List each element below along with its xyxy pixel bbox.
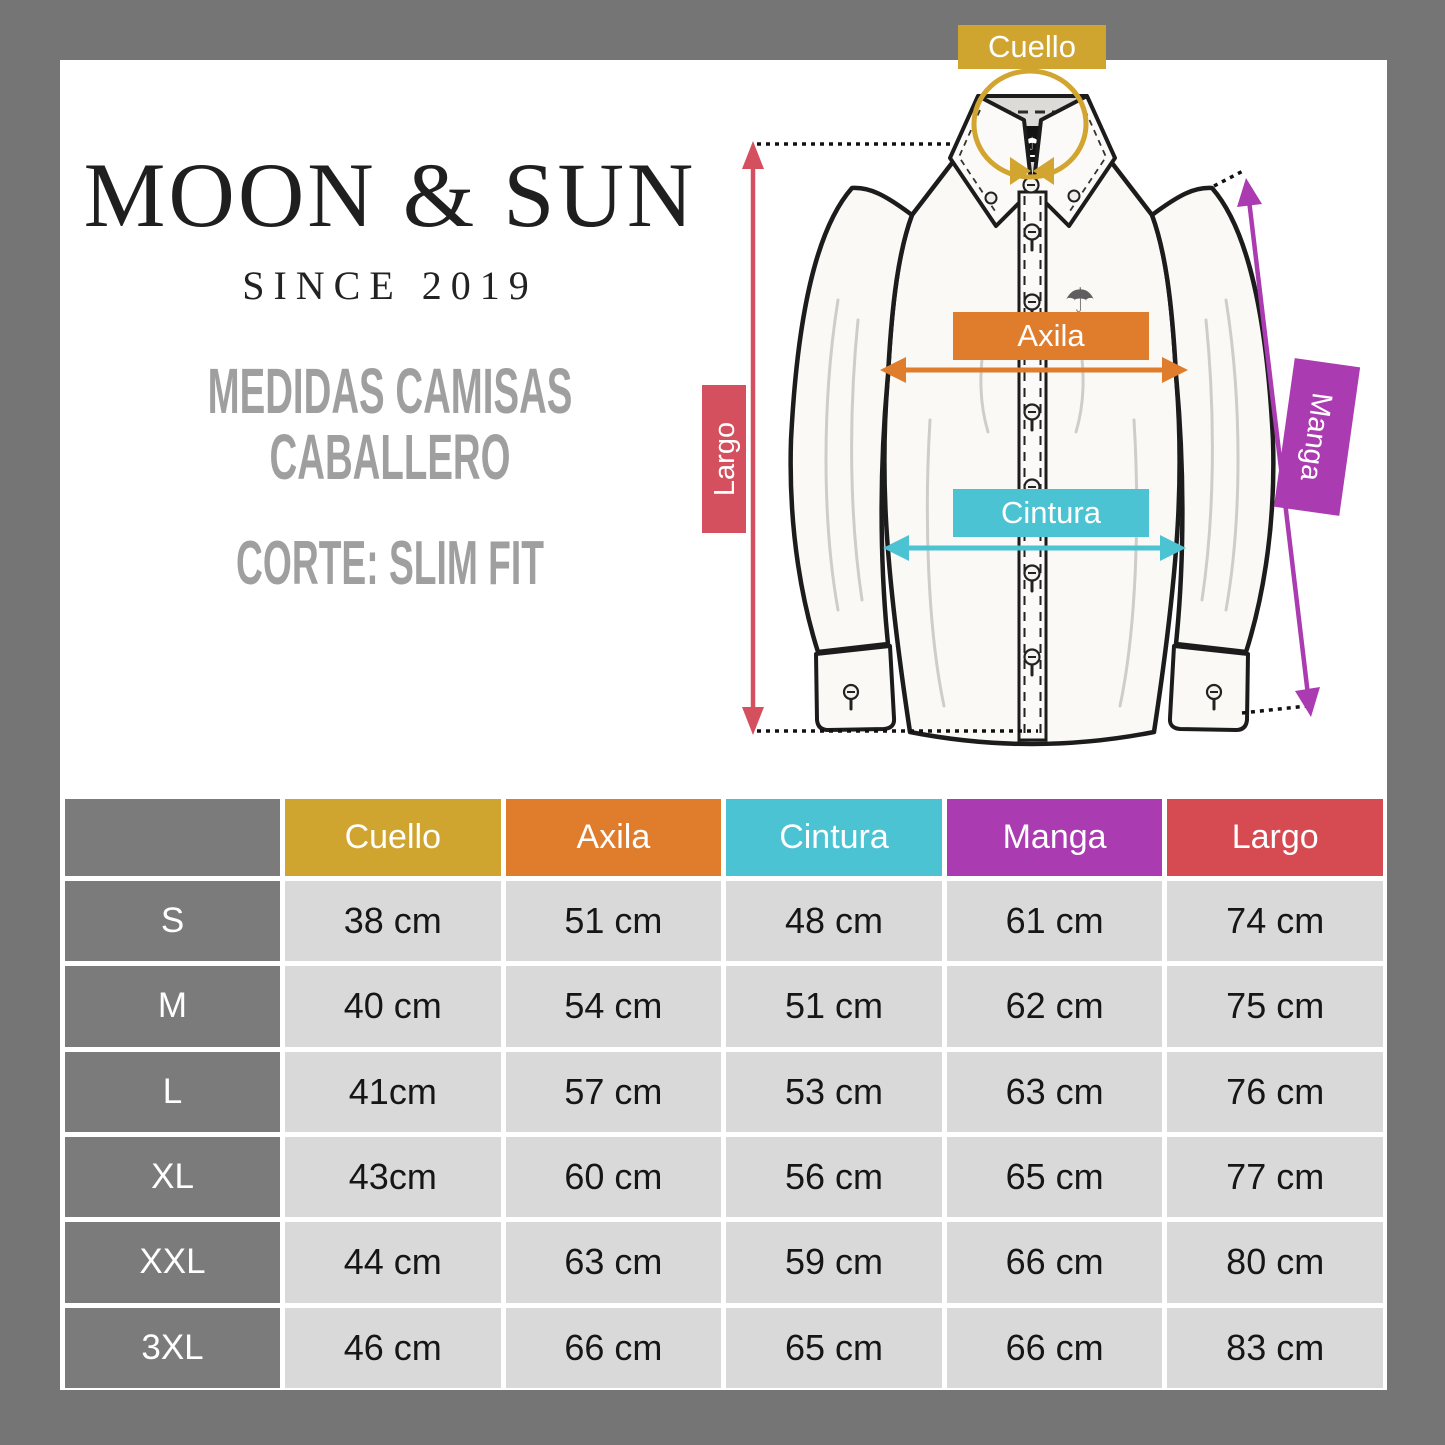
axila-annotation: Axila [880,312,1188,383]
value-cell: 38 cm [285,881,501,962]
cintura-annotation: Cintura [883,489,1186,561]
value-cell: 57 cm [505,1051,722,1132]
row-header-xl: XL [65,1137,280,1218]
value-cell: 61 cm [946,881,1163,962]
size-table: Cuello Axila Cintura Manga Largo S 38 cm… [65,799,1383,1388]
value-cell: 54 cm [505,966,722,1047]
value-cell: 51 cm [505,881,722,962]
cintura-label: Cintura [1001,495,1102,530]
value-cell: 60 cm [505,1137,722,1218]
col-header-axila: Axila [505,799,722,876]
value-cell: 66 cm [505,1307,722,1388]
fit-subtitle-line: CORTE: SLIM FIT [236,529,544,598]
shirt-diagram: ☂ [702,25,1361,747]
value-cell: 41cm [285,1051,501,1132]
value-cell: 44 cm [285,1222,501,1303]
value-cell: 65 cm [946,1137,1163,1218]
value-cell: 80 cm [1167,1222,1383,1303]
value-cell: 59 cm [726,1222,942,1303]
value-cell: 46 cm [285,1307,501,1388]
page-title-line1: MEDIDAS CAMISAS [207,355,573,427]
value-cell: 63 cm [946,1051,1163,1132]
cuello-label-box [958,25,1106,69]
cuello-annotation: Cuello [958,25,1106,185]
value-cell: 74 cm [1167,881,1383,962]
value-cell: 56 cm [726,1137,942,1218]
col-header-largo: Largo [1167,799,1383,876]
value-cell: 66 cm [946,1222,1163,1303]
col-header-cintura: Cintura [726,799,942,876]
row-header-s: S [65,881,280,962]
row-header-l: L [65,1051,280,1132]
row-header-m: M [65,966,280,1047]
row-header-3xl: 3XL [65,1307,280,1388]
value-cell: 77 cm [1167,1137,1383,1218]
brand-logo: MOON & SUN [83,144,697,246]
value-cell: 43cm [285,1137,501,1218]
axila-label-box [953,312,1149,360]
cuello-label: Cuello [988,29,1076,64]
cintura-label-box [953,489,1149,537]
largo-annotation: Largo [702,141,1038,735]
row-header-xxl: XXL [65,1222,280,1303]
page-title-line2: CABALLERO [269,421,511,493]
value-cell: 66 cm [946,1307,1163,1388]
value-cell: 51 cm [726,966,942,1047]
axila-label: Axila [1017,318,1085,353]
value-cell: 40 cm [285,966,501,1047]
brand-since: SINCE 2019 [242,263,538,308]
value-cell: 75 cm [1167,966,1383,1047]
fit-subtitle: CORTE: SLIM FIT [70,532,710,596]
manga-label-box [1273,358,1361,516]
largo-label-box [702,385,746,533]
value-cell: 63 cm [505,1222,722,1303]
largo-label: Largo [709,422,741,496]
table-corner-cell [65,799,280,876]
col-header-cuello: Cuello [285,799,501,876]
col-header-manga: Manga [946,799,1163,876]
value-cell: 76 cm [1167,1051,1383,1132]
value-cell: 62 cm [946,966,1163,1047]
placket: ☂ [842,176,1223,742]
fabric-shading [824,298,1240,708]
value-cell: 48 cm [726,881,942,962]
value-cell: 53 cm [726,1051,942,1132]
value-cell: 83 cm [1167,1307,1383,1388]
manga-annotation: Manga [1213,169,1361,717]
value-cell: 65 cm [726,1307,942,1388]
page-title: MEDIDAS CAMISAS CABALLERO [70,358,710,490]
